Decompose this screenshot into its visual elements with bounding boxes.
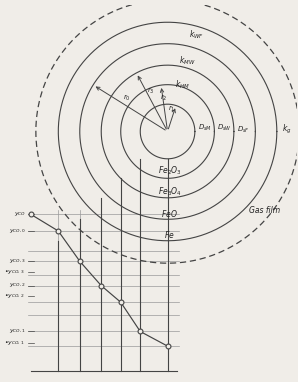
Text: •$y_{CO,2}$: •$y_{CO,2}$ [4,293,24,300]
Text: $D_{sW}$: $D_{sW}$ [217,123,232,133]
Text: $D_{sM}$: $D_{sM}$ [198,123,212,133]
Text: $y_{CO,2}$: $y_{CO,2}$ [9,282,26,289]
Text: $k_{MW}$: $k_{MW}$ [179,55,195,67]
Text: $y_{CO,0}$: $y_{CO,0}$ [9,227,26,235]
Text: $y_{CO}$: $y_{CO}$ [14,210,26,219]
Text: $r_0$: $r_0$ [123,93,131,103]
Text: $Fe_2O_3$: $Fe_2O_3$ [158,164,181,177]
Text: $r_2$: $r_2$ [160,93,168,103]
Text: $r_1$: $r_1$ [168,104,176,114]
Text: $k_{WF}$: $k_{WF}$ [190,28,204,41]
Text: $r_3$: $r_3$ [147,86,154,96]
Text: $k_g$: $k_g$ [282,123,291,136]
Text: $Fe_3O_4$: $Fe_3O_4$ [158,186,181,198]
Text: •$y_{CO,3}$: •$y_{CO,3}$ [4,268,24,276]
Text: Gas film: Gas film [249,206,280,215]
Text: $D_{sF}$: $D_{sF}$ [237,125,250,134]
Text: $k_{HM}$: $k_{HM}$ [175,78,190,91]
Text: $Fe$: $Fe$ [164,230,175,240]
Text: $y_{CO,1}$: $y_{CO,1}$ [9,328,26,335]
Text: $y_{CO,3}$: $y_{CO,3}$ [9,257,26,265]
Text: •$y_{CO,1}$: •$y_{CO,1}$ [4,340,24,347]
Text: $FeO$: $FeO$ [161,208,178,219]
